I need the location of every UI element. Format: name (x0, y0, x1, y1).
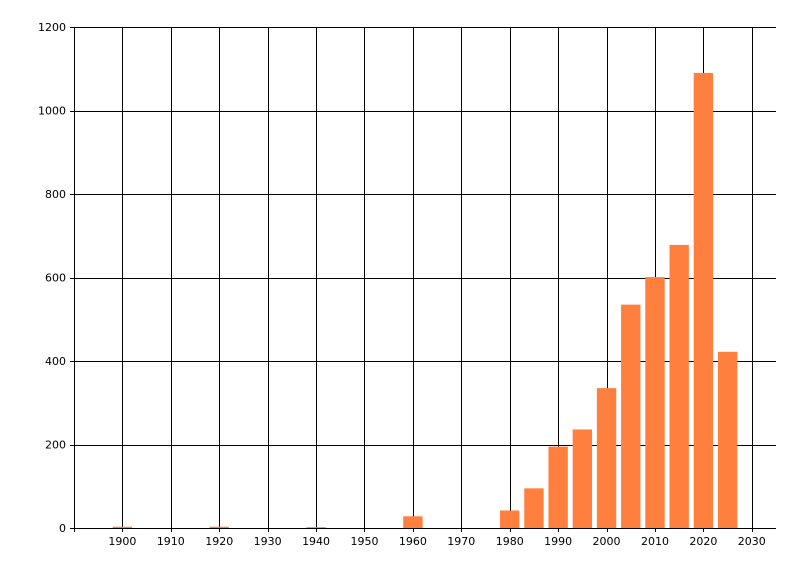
bar-1990 (548, 446, 568, 528)
y-tick-label: 800 (45, 188, 66, 201)
y-tick-label: 400 (45, 355, 66, 368)
x-tick-label: 1950 (350, 535, 378, 548)
bar-1940 (306, 527, 326, 528)
bar-2025 (717, 351, 738, 528)
bar-2000 (596, 388, 617, 528)
x-tick-label: 1910 (157, 535, 185, 548)
y-tick-label: 1000 (38, 105, 66, 118)
x-tick-label: 1900 (108, 535, 136, 548)
x-tick-label: 2030 (738, 535, 766, 548)
x-tick-label: 2000 (593, 535, 621, 548)
bar-1960 (403, 516, 423, 528)
bar-1900 (112, 526, 133, 528)
bar-2020 (693, 72, 714, 529)
x-tick-label: 1980 (496, 535, 524, 548)
y-tick-label: 0 (59, 522, 66, 535)
x-tick-label: 1970 (447, 535, 475, 548)
bar-2010 (645, 277, 665, 528)
x-tick-labels: 1900 1910 1920 1930 1940 1950 1960 1970 1980 1990… (108, 535, 765, 548)
x-tick-label: 2020 (689, 535, 717, 548)
x-tick-label: 1930 (254, 535, 282, 548)
bar-2005 (621, 304, 641, 528)
x-tick-label: 2010 (641, 535, 669, 548)
x-tick-label: 1960 (399, 535, 427, 548)
bar-1920 (209, 526, 229, 528)
y-tick-label: 600 (45, 272, 66, 285)
bar-1985 (524, 488, 544, 528)
bar-1980 (500, 510, 520, 528)
x-tick-label: 1990 (544, 535, 572, 548)
bar-1995 (572, 429, 593, 528)
y-tick-labels: 0 200 400 600 800 1000 1200 (38, 21, 66, 535)
x-tick-label: 1920 (205, 535, 233, 548)
x-tick-label: 1940 (302, 535, 330, 548)
y-tick-label: 1200 (38, 21, 66, 34)
bar-2015 (669, 244, 689, 528)
bars (112, 72, 738, 529)
y-tick-label: 200 (45, 439, 66, 452)
axes (70, 27, 776, 532)
